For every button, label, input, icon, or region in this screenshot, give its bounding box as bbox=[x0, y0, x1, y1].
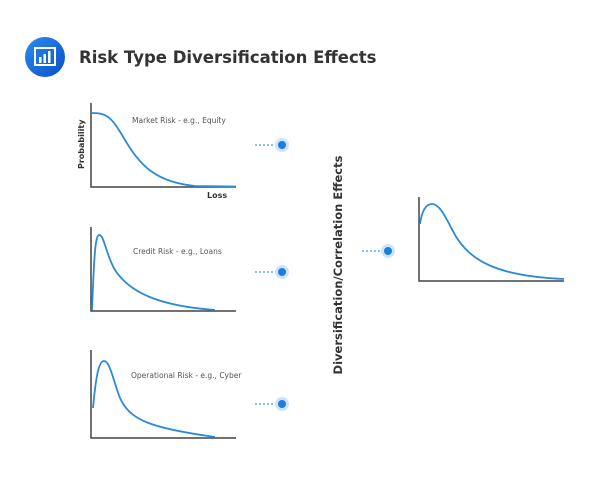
x-axis-label: Loss bbox=[207, 191, 227, 200]
panel-label: Operational Risk - e.g., Cyber bbox=[131, 371, 242, 380]
connector-combined bbox=[362, 244, 395, 258]
axes bbox=[90, 103, 236, 188]
connector-market bbox=[255, 138, 289, 152]
page-title: Risk Type Diversification Effects bbox=[79, 48, 377, 67]
credit-risk-chart: Credit Risk - e.g., Loans bbox=[90, 227, 236, 312]
market-risk-chart: Probability Loss Market Risk - e.g., Equ… bbox=[77, 103, 237, 200]
connector-operational bbox=[255, 397, 289, 411]
distribution-curve bbox=[91, 112, 237, 188]
distribution-curve bbox=[92, 360, 216, 438]
y-axis-label: Probability bbox=[77, 119, 86, 169]
axes bbox=[90, 350, 236, 439]
operational-risk-chart: Operational Risk - e.g., Cyber bbox=[90, 350, 242, 439]
panel-label: Market Risk - e.g., Equity bbox=[132, 116, 226, 125]
connector-credit bbox=[255, 265, 289, 279]
combined-risk-chart bbox=[418, 197, 565, 282]
panel-label: Credit Risk - e.g., Loans bbox=[133, 247, 222, 256]
axes bbox=[90, 227, 236, 312]
distribution-curve bbox=[419, 203, 565, 280]
bar-chart-icon bbox=[25, 37, 65, 77]
distribution-curve bbox=[91, 234, 216, 311]
axes bbox=[418, 197, 564, 282]
diversification-label: Diversification/Correlation Effects bbox=[331, 155, 345, 374]
